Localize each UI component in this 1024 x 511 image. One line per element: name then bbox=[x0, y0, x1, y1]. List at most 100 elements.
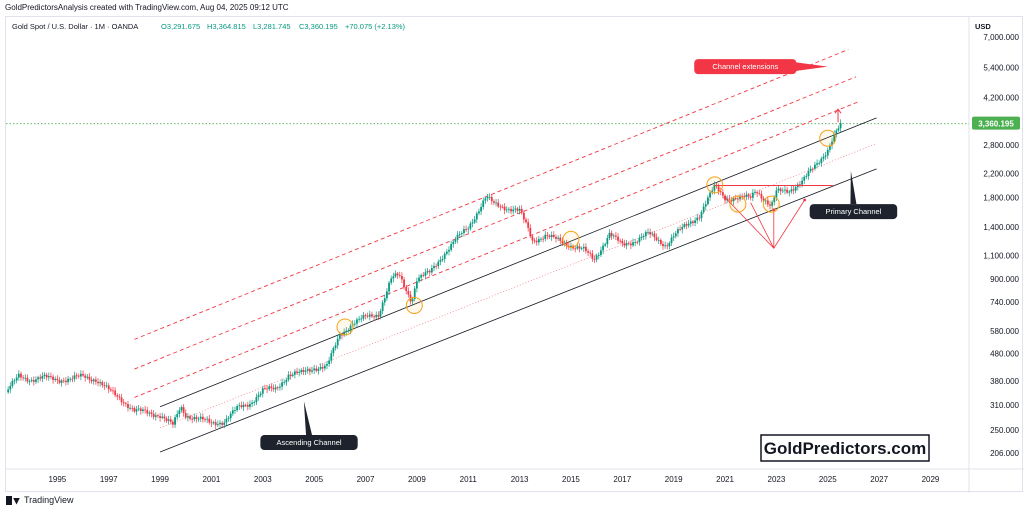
candle-body bbox=[516, 208, 519, 211]
candle-body bbox=[623, 243, 626, 246]
price-chart[interactable]: Gold Spot / U.S. Dollar · 1M · OANDA O3,2… bbox=[6, 17, 1024, 493]
chart-legend-ohlc-0: O3,291.675 bbox=[161, 22, 200, 31]
candle-body bbox=[593, 258, 596, 260]
candle-body bbox=[281, 382, 283, 387]
candle-body bbox=[37, 377, 39, 380]
candle-body bbox=[208, 418, 211, 423]
candle-body bbox=[65, 380, 67, 383]
candle-body bbox=[285, 379, 288, 383]
candle-body bbox=[373, 316, 375, 318]
pattern-arrowhead-3 bbox=[772, 208, 776, 212]
x-tick-label: 1997 bbox=[100, 475, 118, 484]
candle-body bbox=[537, 239, 540, 243]
candle-body bbox=[229, 413, 232, 419]
chart-header-title: GoldPredictorsAnalysis created with Trad… bbox=[5, 3, 289, 12]
candle-body bbox=[304, 370, 307, 372]
candle-body bbox=[244, 404, 247, 406]
candle-body bbox=[362, 315, 365, 319]
candle-body bbox=[435, 266, 438, 267]
candle-body bbox=[482, 200, 485, 207]
candle-body bbox=[99, 382, 102, 384]
candle-body bbox=[510, 208, 512, 212]
candle-body bbox=[540, 238, 542, 240]
candle-body bbox=[685, 224, 688, 226]
candle-body bbox=[392, 276, 395, 279]
candle-body bbox=[749, 196, 752, 198]
candle-body bbox=[766, 200, 769, 205]
candle-body bbox=[657, 239, 660, 241]
candle-body bbox=[165, 418, 168, 421]
candle-body bbox=[497, 202, 500, 207]
annotation-box bbox=[260, 435, 358, 451]
candle-body bbox=[574, 248, 577, 250]
candle-body bbox=[375, 314, 378, 318]
x-tick-label: 2019 bbox=[665, 475, 683, 484]
candle-body bbox=[266, 388, 268, 390]
candle-body bbox=[9, 385, 12, 390]
tradingview-footer[interactable]: TradingView bbox=[6, 495, 74, 505]
x-tick-label: 2011 bbox=[460, 475, 478, 484]
candle-body bbox=[488, 196, 491, 198]
candle-body bbox=[647, 231, 649, 233]
candle-body bbox=[707, 197, 709, 205]
candle-body bbox=[334, 345, 337, 348]
candle-body bbox=[739, 195, 741, 200]
candle-body bbox=[206, 418, 209, 420]
candle-body bbox=[790, 189, 793, 192]
candle-body bbox=[811, 168, 814, 170]
breakout-arrowhead-icon bbox=[834, 108, 842, 114]
pivot-circle-marker bbox=[405, 296, 423, 314]
candle-body bbox=[405, 287, 408, 291]
candle-body bbox=[591, 253, 594, 259]
candle-body bbox=[629, 243, 632, 246]
candle-body bbox=[709, 192, 711, 198]
candle-body bbox=[576, 246, 579, 249]
candle-body bbox=[300, 369, 303, 372]
candle-body bbox=[666, 245, 669, 247]
candle-body bbox=[441, 258, 444, 260]
candle-body bbox=[411, 298, 414, 302]
candle-body bbox=[831, 141, 833, 146]
candle-body bbox=[234, 410, 236, 411]
candle-body bbox=[231, 410, 234, 414]
candle-body bbox=[529, 227, 532, 237]
annotation-box bbox=[809, 204, 898, 220]
candle-body bbox=[704, 204, 707, 207]
candle-body bbox=[696, 217, 699, 221]
candle-body bbox=[805, 175, 808, 177]
candle-body bbox=[561, 240, 564, 244]
candle-body bbox=[773, 197, 776, 203]
candle-body bbox=[430, 268, 433, 273]
candle-body bbox=[364, 315, 367, 316]
y-tick-label: 580.000 bbox=[990, 327, 1019, 336]
candle-body bbox=[137, 408, 140, 410]
candle-body bbox=[578, 246, 581, 249]
candle-body bbox=[632, 242, 634, 246]
candle-body bbox=[525, 219, 527, 223]
candle-body bbox=[422, 275, 425, 276]
chart-legend-ohlc-1: H3,364.815 bbox=[207, 22, 246, 31]
candle-body bbox=[619, 240, 622, 242]
x-tick-label: 2021 bbox=[716, 475, 734, 484]
candle-body bbox=[195, 417, 198, 420]
candle-body bbox=[640, 236, 643, 238]
candle-body bbox=[835, 130, 838, 134]
chart-panel[interactable]: Gold Spot / U.S. Dollar · 1M · OANDA O3,2… bbox=[5, 16, 1024, 493]
candle-body bbox=[105, 385, 108, 387]
candle-body bbox=[349, 325, 352, 331]
candle-body bbox=[347, 330, 350, 332]
candle-body bbox=[518, 208, 521, 211]
pivot-circle-marker bbox=[762, 195, 780, 213]
y-tick-label: 1,800.000 bbox=[983, 193, 1019, 202]
candle-body bbox=[396, 273, 399, 276]
candle-body bbox=[15, 377, 18, 381]
candle-body bbox=[719, 191, 722, 193]
candle-body bbox=[150, 412, 153, 414]
candle-body bbox=[212, 422, 215, 424]
candle-body bbox=[580, 248, 583, 250]
candle-body bbox=[114, 390, 117, 396]
candle-body bbox=[20, 373, 22, 378]
candle-body bbox=[187, 416, 189, 418]
candle-body bbox=[124, 403, 127, 405]
candle-body bbox=[371, 314, 373, 317]
